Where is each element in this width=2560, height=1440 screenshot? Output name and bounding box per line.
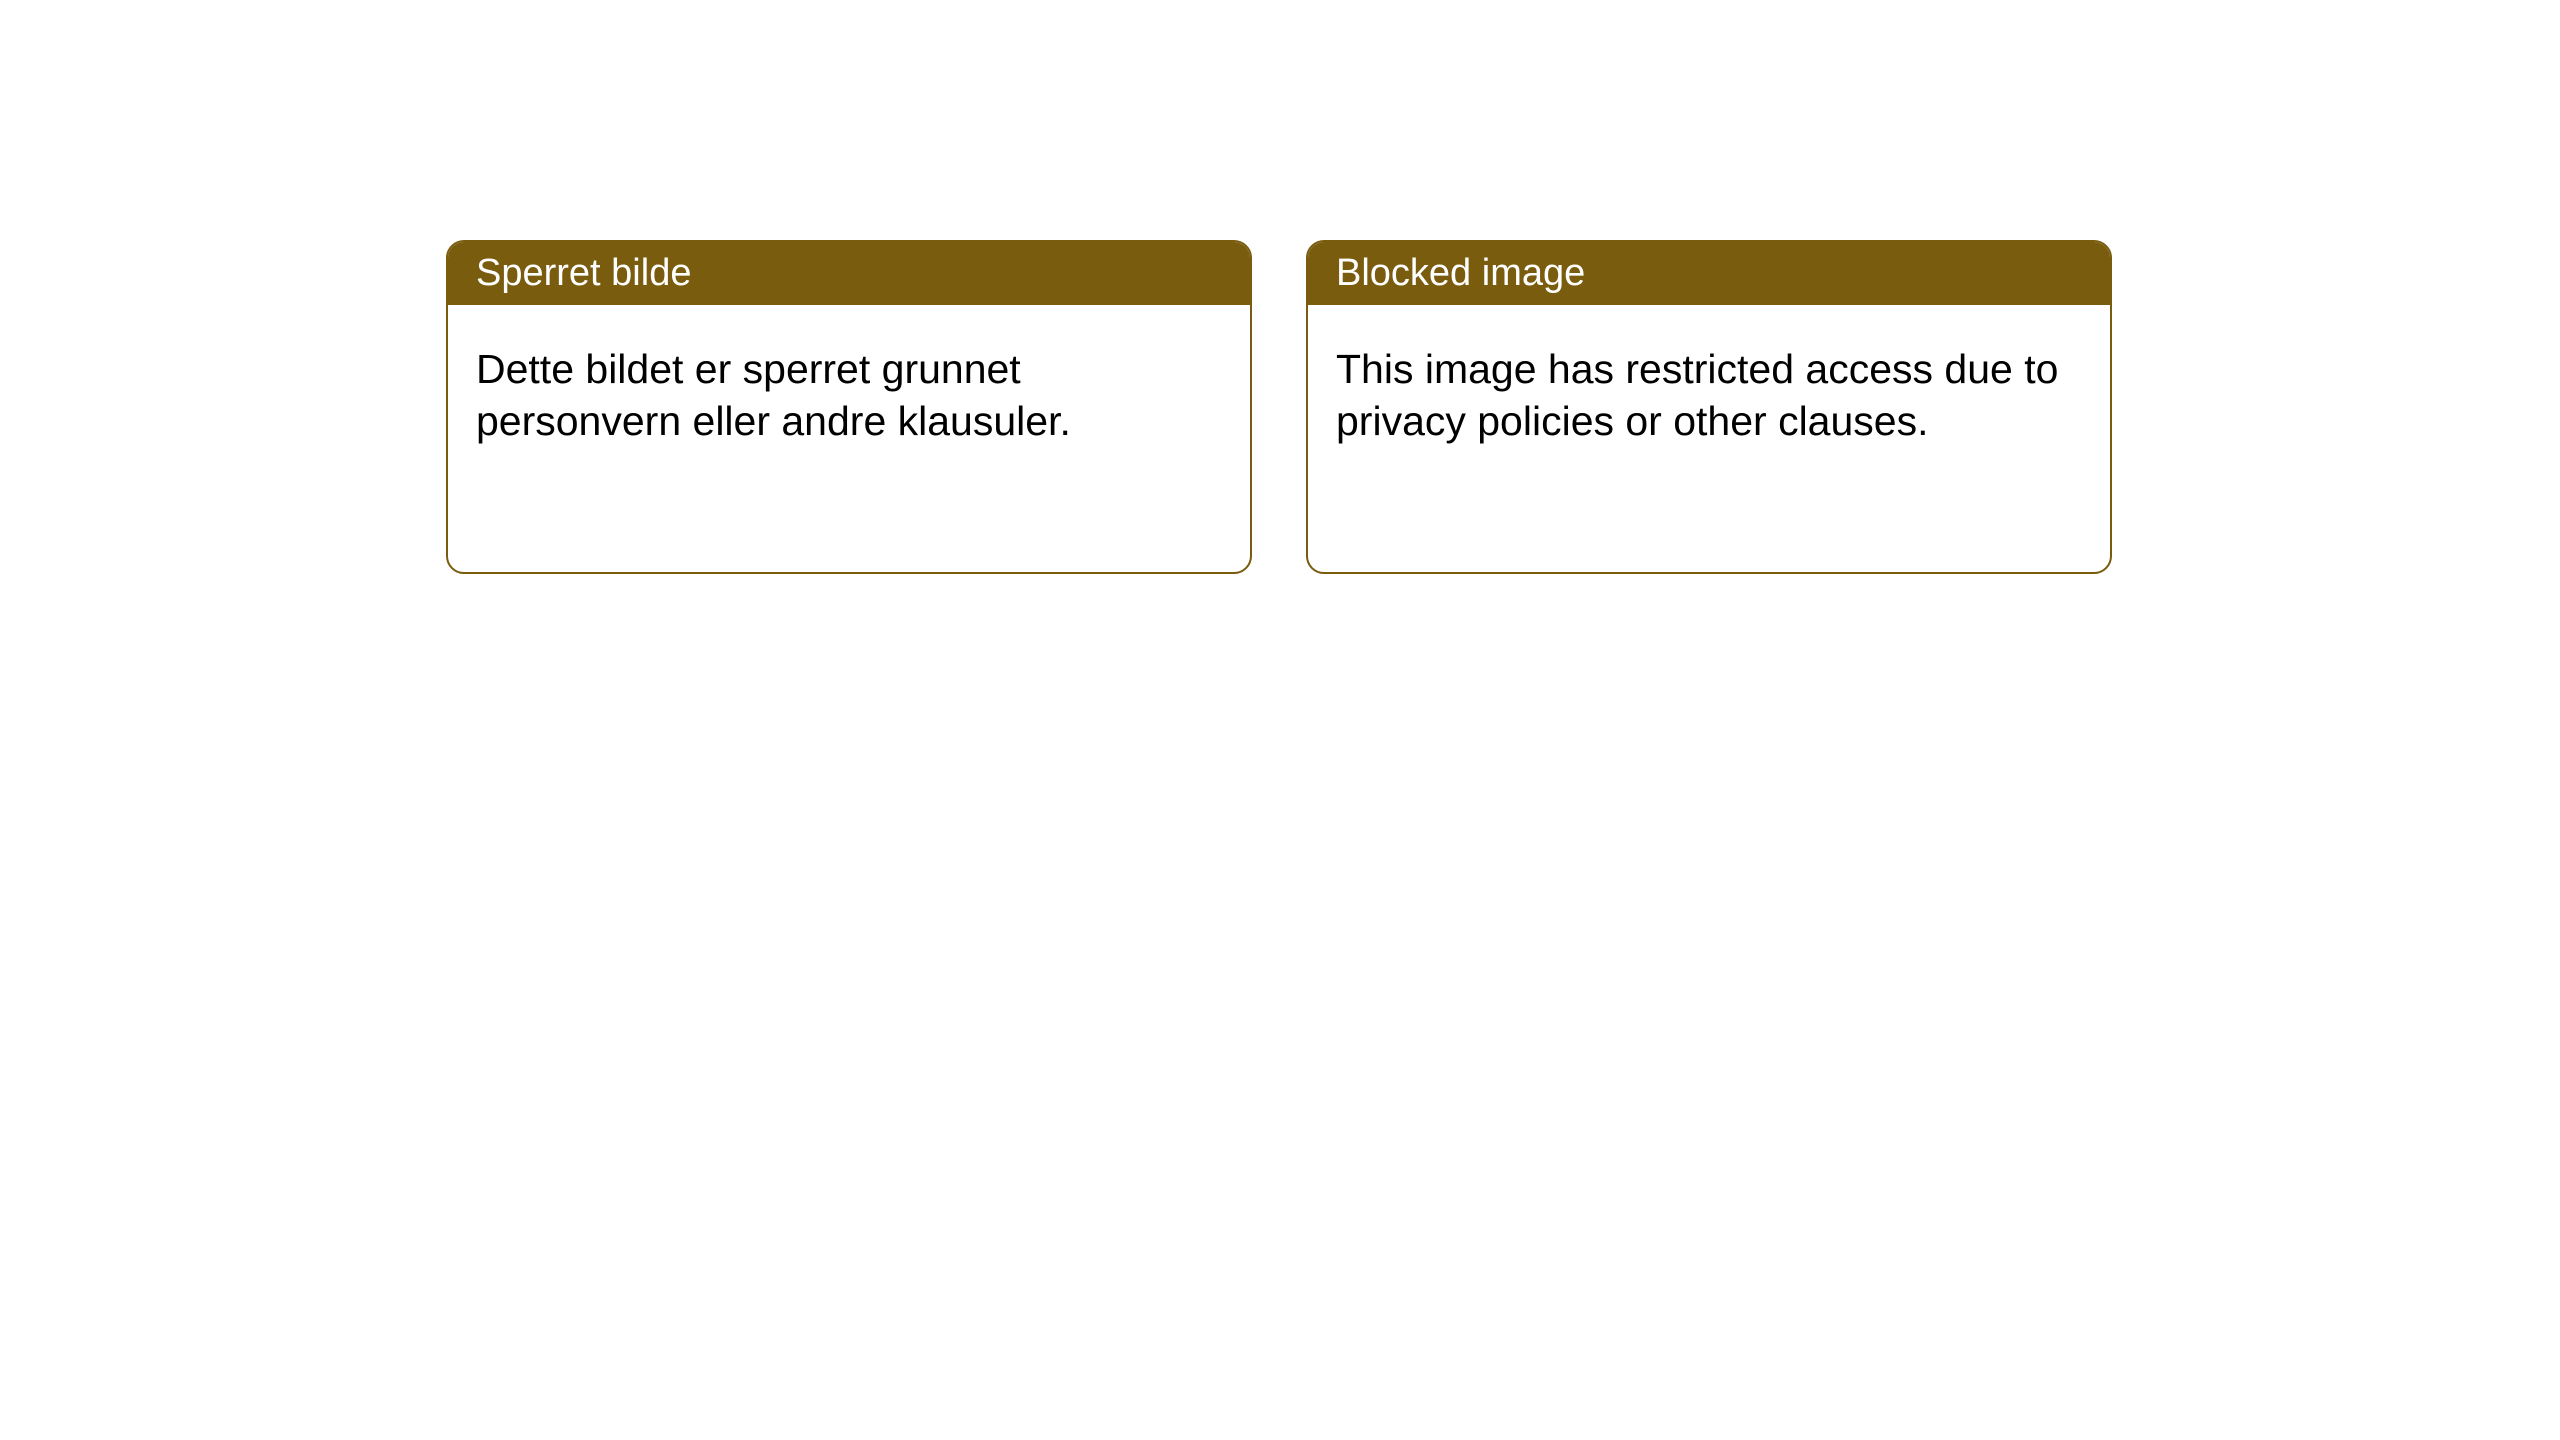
card-title: Blocked image <box>1336 252 1585 294</box>
card-header: Blocked image <box>1308 242 2110 305</box>
notice-card-english: Blocked image This image has restricted … <box>1306 240 2112 574</box>
card-body: Dette bildet er sperret grunnet personve… <box>448 305 1250 486</box>
card-title: Sperret bilde <box>476 252 691 294</box>
card-body-text: This image has restricted access due to … <box>1336 346 2058 444</box>
notice-container: Sperret bilde Dette bildet er sperret gr… <box>0 0 2560 574</box>
card-body: This image has restricted access due to … <box>1308 305 2110 486</box>
notice-card-norwegian: Sperret bilde Dette bildet er sperret gr… <box>446 240 1252 574</box>
card-body-text: Dette bildet er sperret grunnet personve… <box>476 346 1071 444</box>
card-header: Sperret bilde <box>448 242 1250 305</box>
